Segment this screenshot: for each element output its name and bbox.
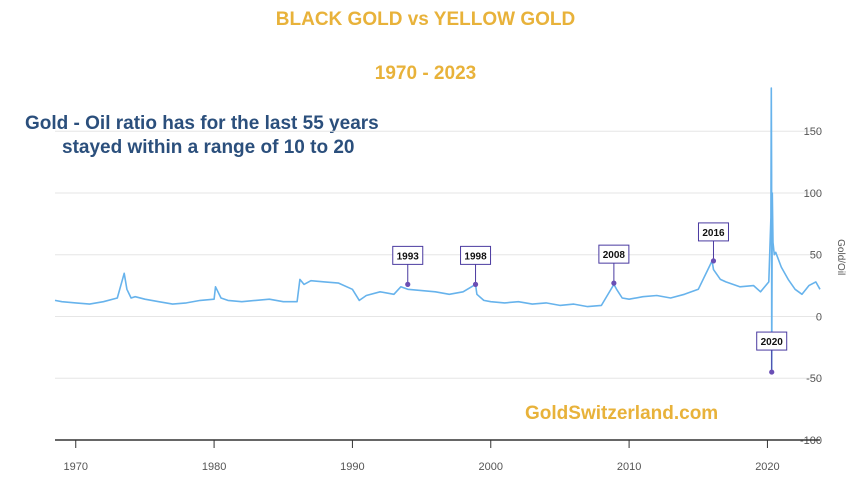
x-tick-label: 2020 (755, 461, 779, 473)
marker-label: 2008 (603, 250, 626, 261)
y-tick-label: -100 (800, 435, 822, 447)
x-tick-label: 1970 (64, 461, 88, 473)
x-tick-label: 2000 (479, 461, 503, 473)
marker-flag (598, 244, 630, 264)
marker-flag (392, 245, 424, 265)
watermark: GoldSwitzerland.com (525, 403, 719, 424)
x-tick-label: 1980 (202, 461, 226, 473)
callout-line-2: stayed within a range of 10 to 20 (62, 137, 355, 158)
marker-flag (697, 222, 729, 242)
callout-line-1: Gold - Oil ratio has for the last 55 yea… (25, 113, 379, 134)
marker-label: 1993 (397, 251, 420, 262)
y-tick-label: -50 (806, 373, 822, 385)
marker-point (710, 258, 717, 264)
marker-point (769, 369, 775, 375)
x-tick-label: 2010 (617, 461, 641, 473)
series-line (54, 87, 821, 373)
chart-title: BLACK GOLD vs YELLOW GOLD (275, 9, 576, 30)
marker-flag (756, 331, 788, 351)
y-tick-label: 150 (804, 126, 822, 138)
y-tick-label: 100 (804, 188, 822, 200)
callout-text: Gold - Oil ratio has for the last 55 yea… (25, 112, 379, 160)
chart-subtitle: 1970 - 2023 (374, 63, 477, 84)
y-tick-label: 50 (810, 250, 822, 262)
x-tick-label: 1990 (340, 461, 364, 473)
marker-point (611, 280, 617, 286)
marker-flag (460, 245, 492, 265)
marker-point (405, 281, 411, 287)
marker-label: 1998 (464, 251, 487, 262)
marker-label: 2016 (702, 228, 725, 239)
marker-point (472, 281, 479, 287)
y-axis-label: Gold/Oil (835, 239, 846, 275)
marker-label: 2020 (761, 337, 784, 348)
y-tick-label: 0 (816, 311, 822, 323)
